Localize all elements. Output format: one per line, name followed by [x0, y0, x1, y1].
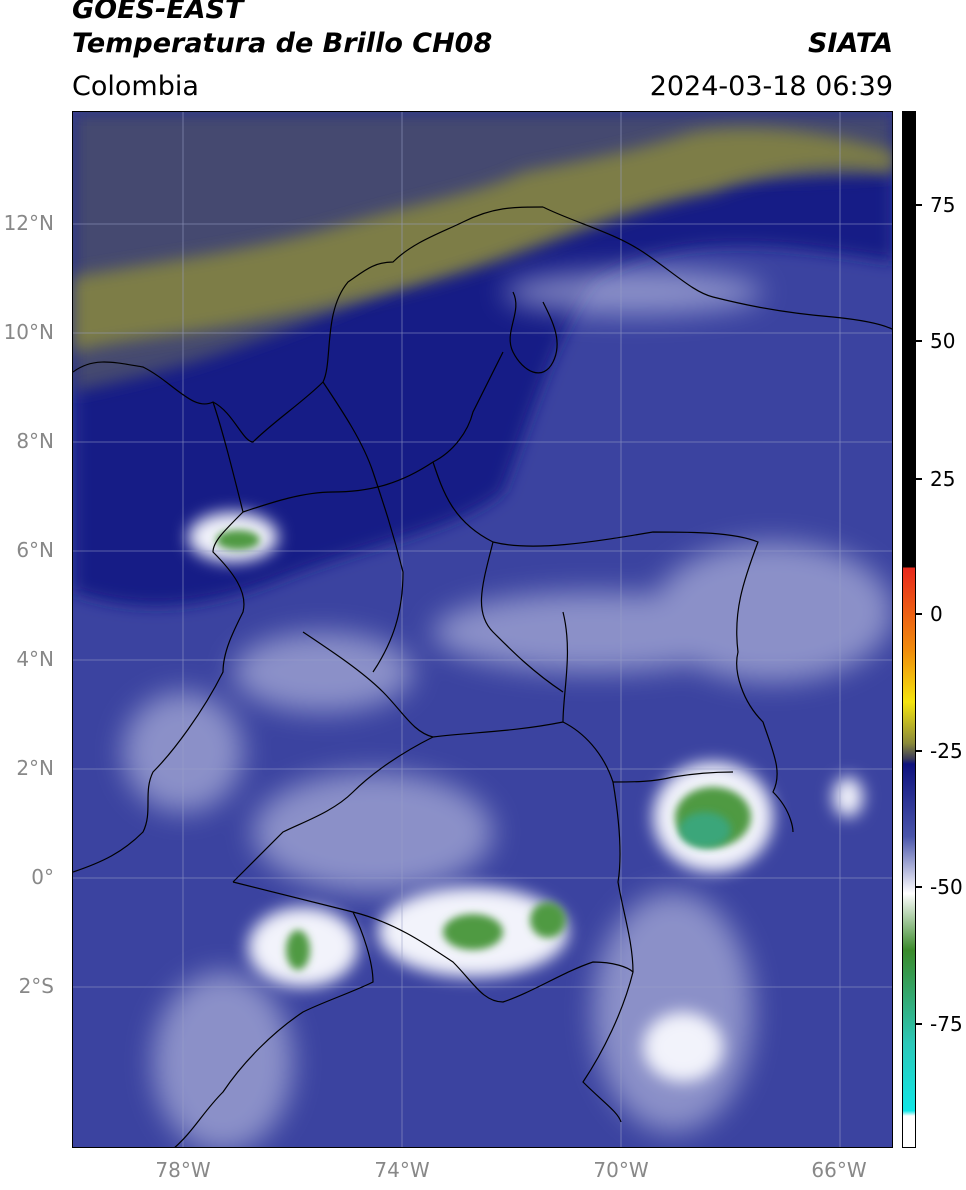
lat-label: 6°N [16, 538, 54, 562]
colorbar-tick-label: 50 [930, 329, 956, 353]
moisture-band [73, 128, 892, 352]
lon-label: 74°W [374, 1158, 430, 1182]
colorbar-tick-label: -75 [930, 1012, 963, 1036]
brand-label: SIATA [807, 28, 893, 59]
map-image [73, 112, 892, 1147]
colorbar-tick-label: -25 [930, 739, 963, 763]
lat-label: 0° [31, 865, 54, 889]
title-satellite: GOES-EAST [72, 0, 244, 25]
region-label: Colombia [72, 71, 199, 102]
coldest-top [679, 812, 731, 848]
lat-label: 4°N [16, 647, 54, 671]
lat-label: 8°N [16, 429, 54, 453]
colorbar-tick-label: 0 [930, 602, 943, 626]
timestamp-label: 2024-03-18 06:39 [649, 71, 893, 102]
lat-label: 2°N [16, 756, 54, 780]
colorbar-tick-label: 25 [930, 467, 956, 491]
cloud-streaks [123, 270, 892, 1147]
colorbar-tick-label: -50 [930, 875, 963, 899]
lon-label: 70°W [593, 1158, 649, 1182]
satellite-map [72, 111, 893, 1148]
lon-label: 66°W [811, 1158, 867, 1182]
colorbar [902, 111, 916, 1148]
lat-label: 12°N [3, 211, 54, 235]
lat-label: 2°S [18, 974, 54, 998]
lon-label: 78°W [155, 1158, 211, 1182]
lat-label: 10°N [3, 320, 54, 344]
political-borders [73, 206, 892, 1147]
title-product: Temperatura de Brillo CH08 [72, 28, 493, 59]
graticule [73, 112, 892, 1147]
colorbar-tick-label: 75 [930, 193, 956, 217]
